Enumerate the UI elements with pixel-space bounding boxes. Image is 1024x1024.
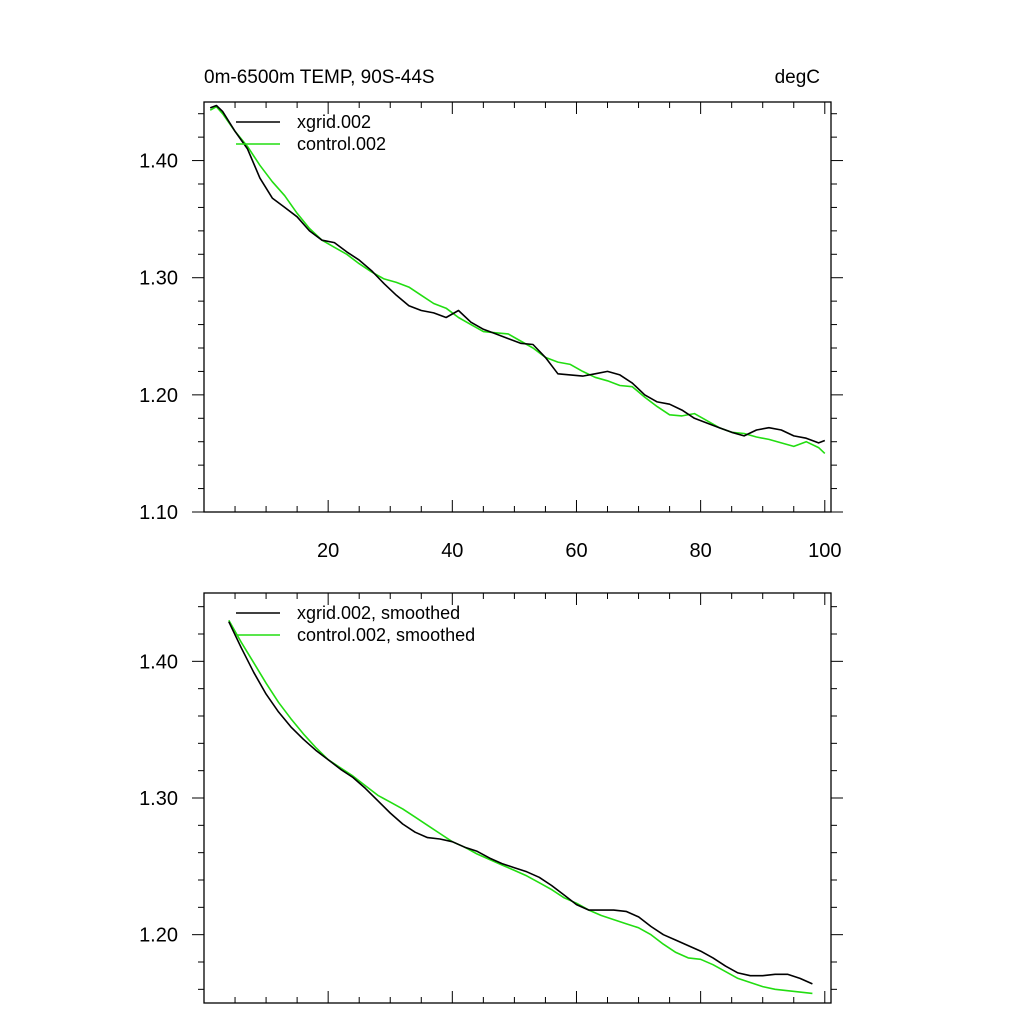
legend-label: xgrid.002, smoothed xyxy=(297,603,460,623)
series-line-control-002 xyxy=(209,105,826,454)
top-panel: 0m-6500m TEMP, 90S-44S degC 20 40 60 80 100 1… xyxy=(139,67,843,562)
series-line-control-002-smoothed xyxy=(228,619,813,995)
y-tick-label: 1.20 xyxy=(139,385,178,407)
legend-label: control.002 xyxy=(297,134,386,154)
y-tick-label: 1.30 xyxy=(139,788,178,810)
x-tick-label: 20 xyxy=(317,540,339,562)
x-tick-label: 80 xyxy=(690,540,712,562)
x-tick-label: 40 xyxy=(441,540,463,562)
top-panel-title: 0m-6500m TEMP, 90S-44S xyxy=(204,67,435,88)
series-line-xgrid-002 xyxy=(209,104,826,444)
y-tick-label: 1.30 xyxy=(139,268,178,290)
legend-label: xgrid.002 xyxy=(297,112,371,132)
plot-frame xyxy=(203,592,832,1004)
plot-frame xyxy=(203,101,832,513)
y-tick-label: 1.40 xyxy=(139,151,178,173)
x-tick-label: 60 xyxy=(565,540,587,562)
series-line-xgrid-002-smoothed xyxy=(228,621,813,985)
x-tick-label: 100 xyxy=(808,540,841,562)
y-tick-label: 1.10 xyxy=(139,502,178,524)
top-panel-units: degC xyxy=(775,67,820,88)
bottom-panel: 1.20 1.30 1.40 xgrid.002, smoothedcontrol.0… xyxy=(139,592,843,1004)
y-tick-label: 1.20 xyxy=(139,925,178,947)
legend-label: control.002, smoothed xyxy=(297,625,475,645)
y-tick-label: 1.40 xyxy=(139,651,178,673)
